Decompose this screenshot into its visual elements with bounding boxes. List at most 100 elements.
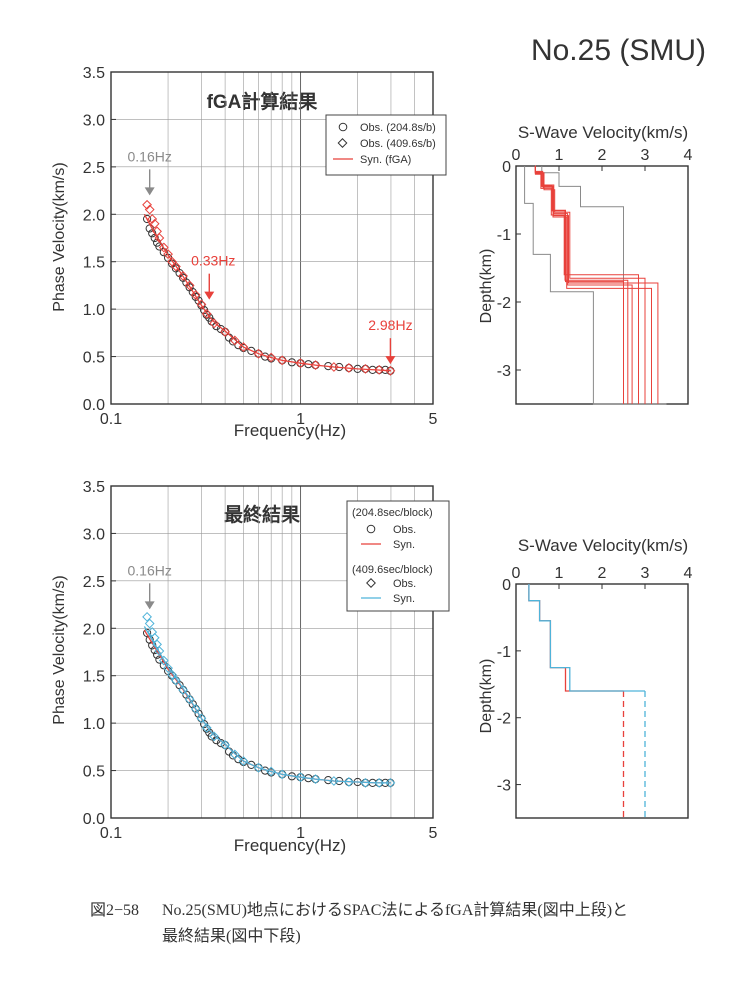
obs-diamond-point: [163, 249, 173, 260]
profile-fga-plot: 0 1 2 3 4 0 -1 -2 -3: [497, 147, 693, 405]
profile-fga-ylabel: Depth(km): [478, 249, 495, 324]
profile-fga-title: S-Wave Velocity(km/s): [518, 123, 688, 142]
obs-circle-point: [216, 325, 225, 334]
obs-diamond-point: [295, 772, 306, 783]
y-tick-label: 1.5: [83, 669, 105, 686]
y-tick-label: 3.0: [83, 526, 105, 543]
y-tick-label: 3.5: [83, 479, 105, 496]
syn-curve: [143, 629, 391, 784]
obs-diamond-point: [196, 299, 207, 310]
y-tick-label: 0.0: [83, 397, 105, 414]
obs-diamond-point: [385, 777, 396, 788]
x-tick-label: 4: [684, 565, 693, 582]
velocity-profile-fga: S-Wave Velocity(km/s) Depth(km): [478, 123, 688, 323]
x-tick-label: 3: [641, 565, 650, 582]
y-tick-label: 0: [502, 577, 511, 594]
x-tick-label: 0: [512, 147, 521, 164]
obs-diamond-point: [209, 731, 220, 742]
obs-diamond-point: [229, 335, 240, 346]
annotation-arrowhead: [204, 291, 215, 300]
dispersion-final-title: 最終結果: [224, 503, 300, 526]
obs-diamond-point: [178, 685, 188, 695]
x-tick-label: 2: [598, 565, 607, 582]
x-tick-label: 5: [429, 411, 438, 428]
x-tick-label: 1: [555, 147, 564, 164]
annotation-label: 0.16Hz: [128, 562, 172, 578]
dispersion-chart-final: 最終結果 Frequency(Hz) Phase Velocity(km/s): [51, 503, 346, 855]
y-tick-label: 2.0: [83, 207, 105, 224]
obs-diamond-point: [154, 646, 165, 656]
page-title: No.25 (SMU): [531, 34, 706, 67]
y-tick-label: -1: [497, 227, 511, 244]
obs-diamond-point: [158, 655, 169, 666]
plot-frame: [110, 71, 434, 405]
annotation-arrowhead: [144, 187, 155, 196]
syn-curve: [143, 213, 392, 372]
x-tick-label: 1: [555, 565, 564, 582]
legend-group-header: (409.6sec/block): [352, 564, 433, 576]
y-tick-label: 3.0: [83, 112, 105, 129]
obs-diamond-point: [374, 364, 385, 375]
obs-diamond-point: [167, 669, 177, 680]
legend-label: Obs. (204.8s/b): [360, 122, 436, 134]
obs-circle-point: [143, 214, 152, 224]
obs-diamond-point: [295, 358, 306, 369]
profile-line: [528, 584, 645, 692]
dispersion-final-plot: 0.0 0.5 1.0 1.5 2.0 2.5 3.0 3.5 0.1 1 5 0.16Hz: [83, 479, 438, 842]
obs-diamond-point: [147, 214, 158, 224]
y-tick-label: 3.5: [83, 65, 105, 82]
obs-diamond-point: [201, 722, 212, 733]
x-tick-label: 5: [429, 825, 438, 842]
dispersion-fga-legend: Obs. (204.8s/b) Obs. (409.6s/b) Syn. (fG…: [325, 114, 447, 176]
obs-diamond-point: [158, 242, 169, 253]
obs-diamond-point: [144, 618, 155, 629]
syn-curve: [143, 626, 391, 784]
legend-circle-marker: [338, 122, 348, 132]
dispersion-fga-ylabel: Phase Velocity(km/s): [51, 162, 68, 311]
obs-diamond-point: [360, 363, 371, 374]
annotation-label: 0.16Hz: [128, 148, 172, 164]
obs-diamond-point: [220, 327, 231, 337]
annotation-label: 2.98Hz: [368, 317, 412, 333]
obs-diamond-point: [277, 769, 288, 780]
obs-diamond-point: [238, 756, 249, 766]
plot-frame: [110, 485, 434, 819]
legend-circle-marker: [366, 524, 376, 534]
obs-diamond-point: [209, 318, 220, 329]
y-tick-label: -2: [497, 711, 511, 728]
obs-diamond-point: [374, 777, 385, 788]
dispersion-fga-xlabel: Frequency(Hz): [234, 421, 346, 440]
obs-diamond-point: [170, 675, 181, 686]
legend-diamond-marker: [337, 138, 348, 148]
profile-line: [534, 165, 629, 404]
legend-group-header: (204.8sec/block): [352, 507, 433, 519]
legend-label: Obs.: [393, 524, 416, 536]
y-tick-label: 2.5: [83, 574, 105, 591]
y-tick-label: 0: [502, 159, 511, 176]
obs-diamond-point: [170, 261, 181, 272]
figure-caption: 図2−58 No.25(SMU)地点におけるSPAC法によるfGA計算結果(図中上…: [90, 898, 730, 950]
legend-label: Syn.: [393, 539, 415, 551]
obs-diamond-point: [201, 308, 212, 319]
profile-frame: [515, 583, 689, 819]
obs-diamond-point: [328, 362, 339, 372]
obs-diamond-point: [220, 740, 231, 750]
obs-diamond-point: [144, 204, 155, 215]
x-tick-label: 0: [512, 565, 521, 582]
y-tick-label: -2: [497, 295, 511, 312]
y-tick-label: 1.0: [83, 716, 105, 733]
figure-number: 図2−58: [90, 902, 140, 919]
y-tick-label: 2.5: [83, 160, 105, 177]
y-tick-label: -1: [497, 644, 511, 661]
dispersion-fga-plot: 0.0 0.5 1.0 1.5 2.0 2.5 3.0 3.5 0.1 1 5 0.16Hz 0.33H…: [83, 65, 438, 428]
legend-box: [346, 500, 450, 612]
x-tick-label: 3: [641, 147, 650, 164]
obs-diamond-point: [142, 199, 152, 210]
obs-diamond-point: [238, 342, 249, 352]
y-tick-label: 0.5: [83, 350, 105, 367]
velocity-profile-final: S-Wave Velocity(km/s) Depth(km): [478, 536, 688, 733]
x-tick-label: 0.1: [100, 411, 122, 428]
obs-circle-point: [247, 346, 256, 355]
annotation-label: 0.33Hz: [191, 253, 235, 269]
